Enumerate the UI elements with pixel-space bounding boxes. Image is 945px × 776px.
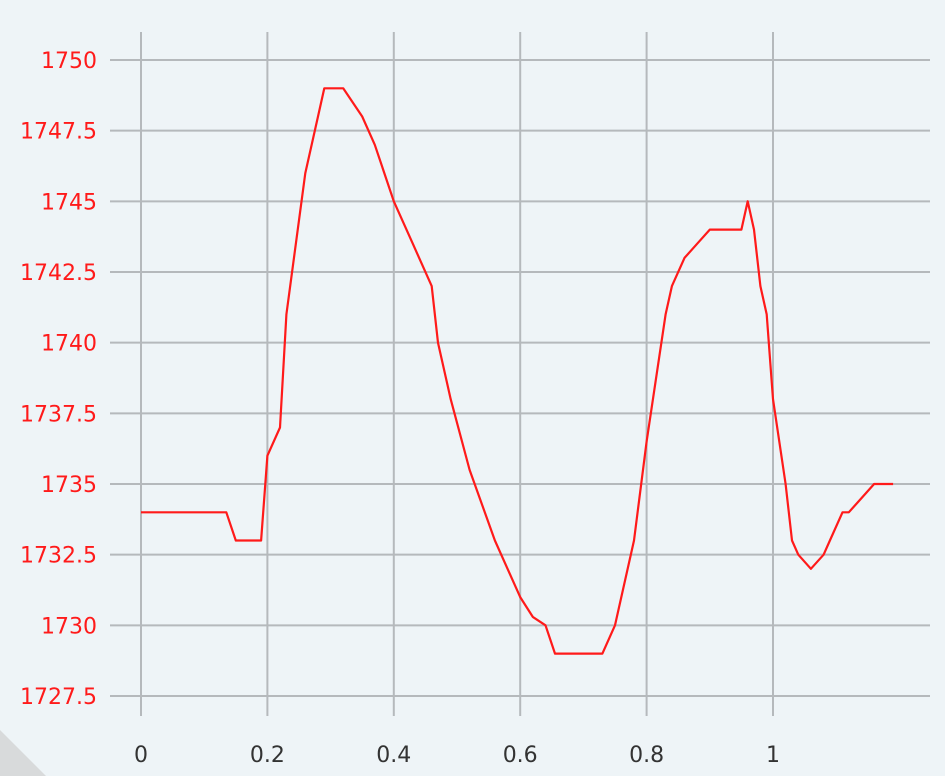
y-tick-label: 1730 <box>41 614 97 639</box>
x-axis-tick-labels: 0 0.2 0.4 0.6 0.8 1 <box>134 743 780 768</box>
x-tick-label: 0.8 <box>629 743 664 768</box>
y-tick-label: 1750 <box>41 49 97 74</box>
y-tick-label: 1747.5 <box>20 120 97 145</box>
grid-layer <box>110 32 930 716</box>
series-line <box>141 87 894 655</box>
x-tick-label: 0.4 <box>376 743 411 768</box>
y-tick-label: 1737.5 <box>20 402 97 427</box>
series-layer <box>141 87 894 655</box>
corner-fold-decoration <box>0 730 46 776</box>
y-tick-label: 1735 <box>41 473 97 498</box>
y-tick-label: 1742.5 <box>20 261 97 286</box>
y-tick-label: 1740 <box>41 332 97 357</box>
y-axis-tick-labels: 1727.5 1730 1732.5 1735 1737.5 1740 1742.5 1745… <box>20 49 97 710</box>
y-tick-label: 1732.5 <box>20 544 97 569</box>
x-tick-label: 0 <box>134 743 148 768</box>
y-tick-label: 1745 <box>41 190 97 215</box>
x-tick-label: 0.2 <box>250 743 285 768</box>
x-tick-label: 0.6 <box>503 743 538 768</box>
x-tick-label: 1 <box>766 743 780 768</box>
y-tick-label: 1727.5 <box>20 685 97 710</box>
